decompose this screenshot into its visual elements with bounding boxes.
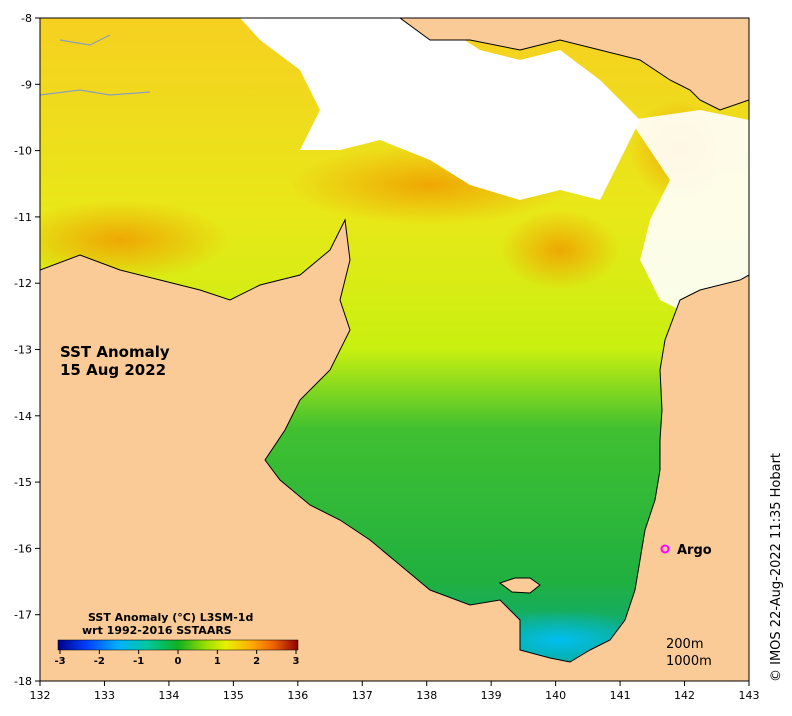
- colorbar-tick-label: -1: [133, 656, 144, 667]
- x-tick-label: 139: [481, 689, 502, 702]
- colorbar-tick-label: 1: [214, 656, 221, 667]
- colorbar-tick-label: 2: [253, 656, 260, 667]
- colorbar-tick-label: 0: [175, 656, 182, 667]
- depth-legend-1000m: 1000m: [666, 654, 712, 669]
- land-new-guinea: [399, 18, 749, 111]
- colorbar-tick-label: -3: [54, 656, 65, 667]
- colorbar-tick-label: 3: [293, 656, 300, 667]
- y-tick-label: -16: [14, 542, 32, 555]
- cloud-gap-north: [240, 18, 640, 200]
- x-tick-label: 135: [223, 689, 244, 702]
- bathymetry-contour-200m: [59, 34, 111, 46]
- x-axis-ticks: 132 133 134 135 136 137 138 139 140 141 142 143: [30, 681, 760, 702]
- map-title-line2: 15 Aug 2022: [60, 361, 166, 379]
- warm-anomaly-west: [40, 200, 230, 280]
- colorbar-title-line2: wrt 1992-2016 SSTAARS: [82, 624, 232, 637]
- x-tick-label: 133: [94, 689, 115, 702]
- x-tick-label: 136: [287, 689, 308, 702]
- x-tick-label: 142: [674, 689, 695, 702]
- x-tick-label: 141: [610, 689, 631, 702]
- x-tick-label: 140: [545, 689, 566, 702]
- colorbar-tick-label: -2: [94, 656, 105, 667]
- y-tick-label: -15: [14, 476, 32, 489]
- x-tick-label: 143: [739, 689, 760, 702]
- y-tick-label: -9: [21, 78, 32, 91]
- y-tick-label: -11: [14, 211, 32, 224]
- map-title-line1: SST Anomaly: [60, 343, 170, 361]
- y-tick-label: -18: [14, 675, 32, 688]
- y-tick-label: -12: [14, 277, 32, 290]
- y-tick-label: -8: [21, 12, 32, 25]
- imos-credit: © IMOS 22-Aug-2022 11:35 Hobart: [769, 453, 784, 682]
- depth-legend-200m: 200m: [666, 637, 703, 652]
- colorbar-gradient: [57, 639, 299, 651]
- map-plot-area: [40, 18, 749, 681]
- argo-float-marker: [660, 544, 670, 554]
- cloud-gap-east: [630, 110, 749, 320]
- y-tick-label: -17: [14, 609, 32, 622]
- argo-label: Argo: [677, 543, 712, 558]
- y-tick-label: -13: [14, 344, 32, 357]
- y-tick-label: -10: [14, 145, 32, 158]
- colorbar-title-line1: SST Anomaly (°C) L3SM-1d: [88, 611, 253, 624]
- y-tick-label: -14: [14, 410, 32, 423]
- y-axis-ticks: -8 -9 -10 -11 -12 -13 -14 -15 -16 -17 -18: [14, 12, 40, 688]
- colorbar: SST Anomaly (°C) L3SM-1d wrt 1992-2016 S…: [54, 611, 299, 667]
- land-mornington-island: [498, 577, 541, 594]
- x-tick-label: 132: [30, 689, 51, 702]
- x-tick-label: 138: [416, 689, 437, 702]
- x-tick-label: 134: [158, 689, 179, 702]
- colorbar-ticks: -3 -2 -1 0 1 2 3: [54, 650, 300, 667]
- x-tick-label: 137: [352, 689, 373, 702]
- bathymetry-contour-1000m: [40, 89, 151, 96]
- land-australia: [40, 218, 749, 681]
- warm-anomaly-east: [500, 210, 620, 290]
